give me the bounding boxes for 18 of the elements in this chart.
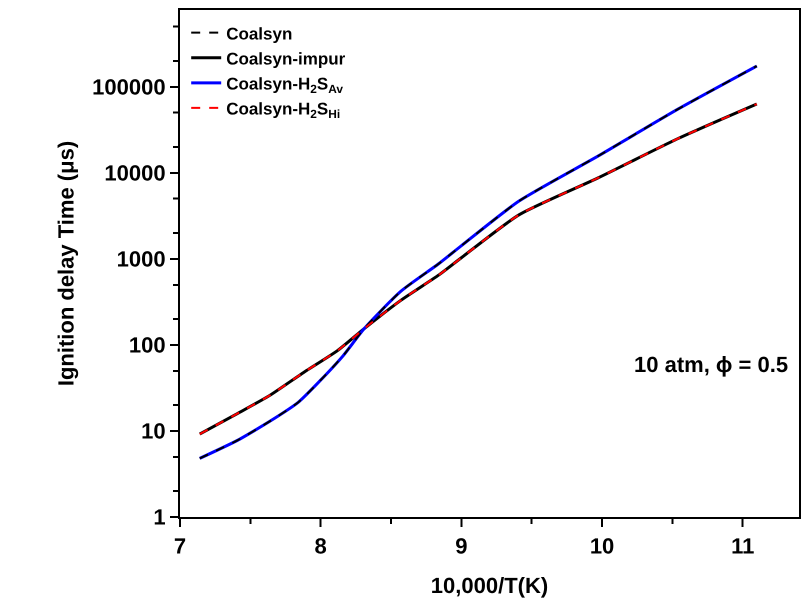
legend-label: Coalsyn-H$_{2}$S$_{Hi}$ bbox=[226, 100, 340, 122]
legend-label: Coalsyn-impur bbox=[226, 49, 346, 68]
y-tick-label: 100 bbox=[128, 332, 166, 358]
x-tick-label: 11 bbox=[731, 533, 754, 558]
legend-label: Coalsyn bbox=[226, 24, 292, 44]
x-tick-label: 7 bbox=[174, 533, 186, 558]
x-axis-title: 10,000/T(K) bbox=[430, 572, 548, 598]
y-tick-label: 1 bbox=[153, 504, 166, 530]
x-tick-label: 8 bbox=[314, 533, 327, 558]
y-tick-label: 10 bbox=[141, 418, 166, 444]
legend-label: Coalsyn-H$_{2}$S$_{Av}$ bbox=[226, 74, 344, 96]
y-tick-label: 10000 bbox=[104, 160, 166, 186]
annotation: 10 atm, ϕ = 0.5 bbox=[634, 352, 788, 377]
x-tick-label: 9 bbox=[455, 533, 468, 558]
y-axis-title: Ignition delay Time (μs) bbox=[53, 140, 78, 386]
x-tick-label: 10 bbox=[590, 533, 614, 558]
y-tick-label: 100000 bbox=[92, 74, 166, 100]
y-tick-label: 1000 bbox=[116, 246, 166, 272]
